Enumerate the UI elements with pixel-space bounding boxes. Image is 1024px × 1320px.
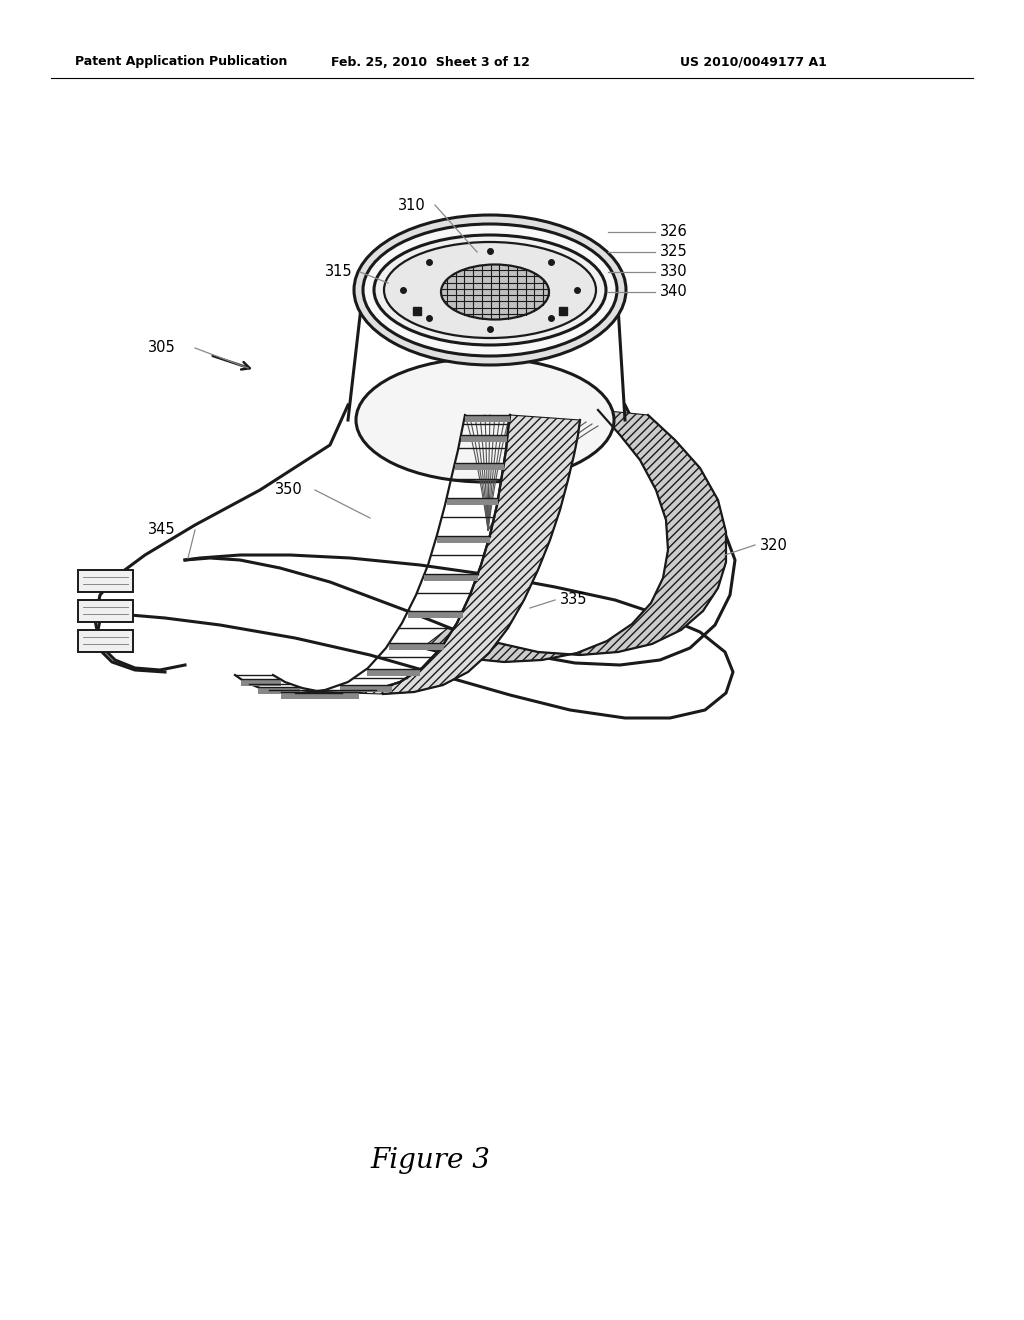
- Bar: [78, 601, 133, 622]
- Text: Feb. 25, 2010  Sheet 3 of 12: Feb. 25, 2010 Sheet 3 of 12: [331, 55, 529, 69]
- Text: 320: 320: [760, 537, 787, 553]
- Text: US 2010/0049177 A1: US 2010/0049177 A1: [680, 55, 826, 69]
- Bar: [413, 308, 421, 315]
- Polygon shape: [409, 611, 463, 618]
- Polygon shape: [242, 680, 281, 686]
- Text: 310: 310: [398, 198, 426, 213]
- Ellipse shape: [441, 264, 549, 319]
- Text: 345: 345: [148, 523, 176, 537]
- Polygon shape: [422, 411, 726, 663]
- Text: Figure 3: Figure 3: [370, 1147, 489, 1173]
- Polygon shape: [348, 414, 580, 694]
- Ellipse shape: [384, 242, 596, 338]
- Polygon shape: [389, 643, 444, 651]
- Polygon shape: [455, 463, 504, 470]
- Polygon shape: [461, 436, 508, 442]
- Ellipse shape: [356, 358, 614, 482]
- Polygon shape: [310, 692, 359, 698]
- Polygon shape: [436, 536, 489, 543]
- Ellipse shape: [362, 224, 617, 356]
- Polygon shape: [340, 685, 391, 692]
- Polygon shape: [424, 574, 478, 581]
- Polygon shape: [282, 692, 326, 700]
- Text: 335: 335: [560, 593, 588, 607]
- Text: 330: 330: [660, 264, 688, 280]
- Text: 315: 315: [325, 264, 352, 280]
- Ellipse shape: [354, 215, 626, 366]
- Text: 326: 326: [660, 224, 688, 239]
- Text: 305: 305: [148, 341, 176, 355]
- Bar: [78, 570, 133, 591]
- Bar: [78, 630, 133, 652]
- Text: Patent Application Publication: Patent Application Publication: [75, 55, 288, 69]
- Text: 350: 350: [275, 483, 303, 498]
- Bar: [559, 308, 567, 315]
- Polygon shape: [446, 499, 498, 506]
- Polygon shape: [465, 414, 510, 422]
- Polygon shape: [367, 669, 421, 676]
- Text: 325: 325: [660, 244, 688, 260]
- Ellipse shape: [374, 235, 606, 345]
- Polygon shape: [258, 688, 300, 694]
- Text: 340: 340: [660, 285, 688, 300]
